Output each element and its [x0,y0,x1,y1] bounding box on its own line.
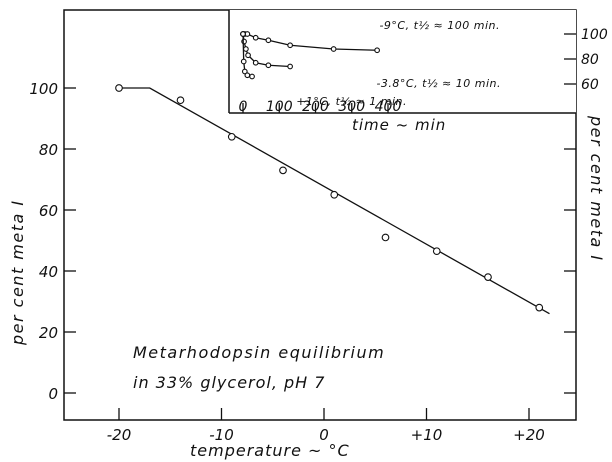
main-y-tick-label: 20 [39,324,58,342]
inset-data-point [240,58,247,65]
main-y-tick-label: 80 [39,141,58,159]
main-x-tick-label: -10 [209,426,234,444]
fit-line [119,87,550,315]
data-point [115,84,123,92]
inset-x-tick-label: 0 [239,99,248,115]
inset-x-tick-label: 400 [375,99,402,115]
inset-x-label: time ~ min [352,116,446,134]
main-y-label: per cent meta I [8,199,27,346]
main-data-points [115,84,544,312]
main-x-label: temperature ~ °C [190,441,350,460]
data-point [227,132,236,141]
inset-data-point [330,46,337,52]
inset-data-point [265,37,272,44]
annotation-line-1: Metarhodopsin equilibrium [133,343,385,362]
inset-data-point [249,73,255,80]
inset-data-point [241,38,247,45]
inset-data-point [252,59,259,66]
inset-x-axis: 0 100 200 300 400 [239,99,402,115]
inset-x-tick-label: 300 [338,99,365,115]
inset-y-tick-label: 100 [581,27,608,43]
data-point [535,303,544,312]
main-y-tick-label: 100 [29,80,58,98]
data-point [381,233,390,242]
data-point [432,247,441,256]
inset-data-point [374,47,380,54]
main-y-label-right: per cent meta I [587,115,606,262]
data-point [484,273,492,281]
data-point [176,96,185,105]
main-x-tick-label: +20 [513,426,545,444]
main-y-tick-label: 40 [39,263,58,281]
main-fit-line [119,87,550,315]
inset-background [229,10,576,113]
annotation-line-2: in 33% glycerol, pH 7 [133,373,325,392]
inset-data-point [243,46,249,52]
inset-data-point [241,68,248,75]
inset-data-point [265,62,272,69]
inset-data-point [287,42,293,49]
inset-data-point [252,34,259,41]
inset-y-axis: 60 80 100 [564,27,608,93]
inset-y-tick-label: 60 [581,77,599,93]
main-y-tick-label: 0 [48,385,58,403]
inset-y-tick-label: 80 [581,52,599,68]
main-x-tick-label: 0 [319,426,329,444]
inset-data-point [287,63,293,70]
inset-data-point [245,52,251,59]
inset-series-label: -3.8°C, t½ ≈ 10 min. [376,77,501,90]
main-x-tick-label: -20 [107,426,132,444]
main-y-tick-label: 60 [39,202,58,220]
inset-series-label: +1°C, t½ ≈ 1 min. [296,95,407,108]
inset-x-tick-label: 200 [302,99,329,115]
main-y-axis: 0 20 40 60 80 100 [29,80,576,403]
inset-x-tick-label: 100 [266,99,293,115]
inset-series: -9°C, t½ ≈ 100 min. -3.8°C, t½ ≈ 10 min. +… [240,19,501,108]
inset-data-point [244,72,251,79]
inset-series-label: -9°C, t½ ≈ 100 min. [379,19,500,32]
main-x-tick-label: +10 [411,426,443,444]
data-point [330,190,339,199]
inset-data-point [240,31,246,37]
data-point [279,166,287,175]
main-x-axis: -20-100+10+20+30 [107,408,545,444]
